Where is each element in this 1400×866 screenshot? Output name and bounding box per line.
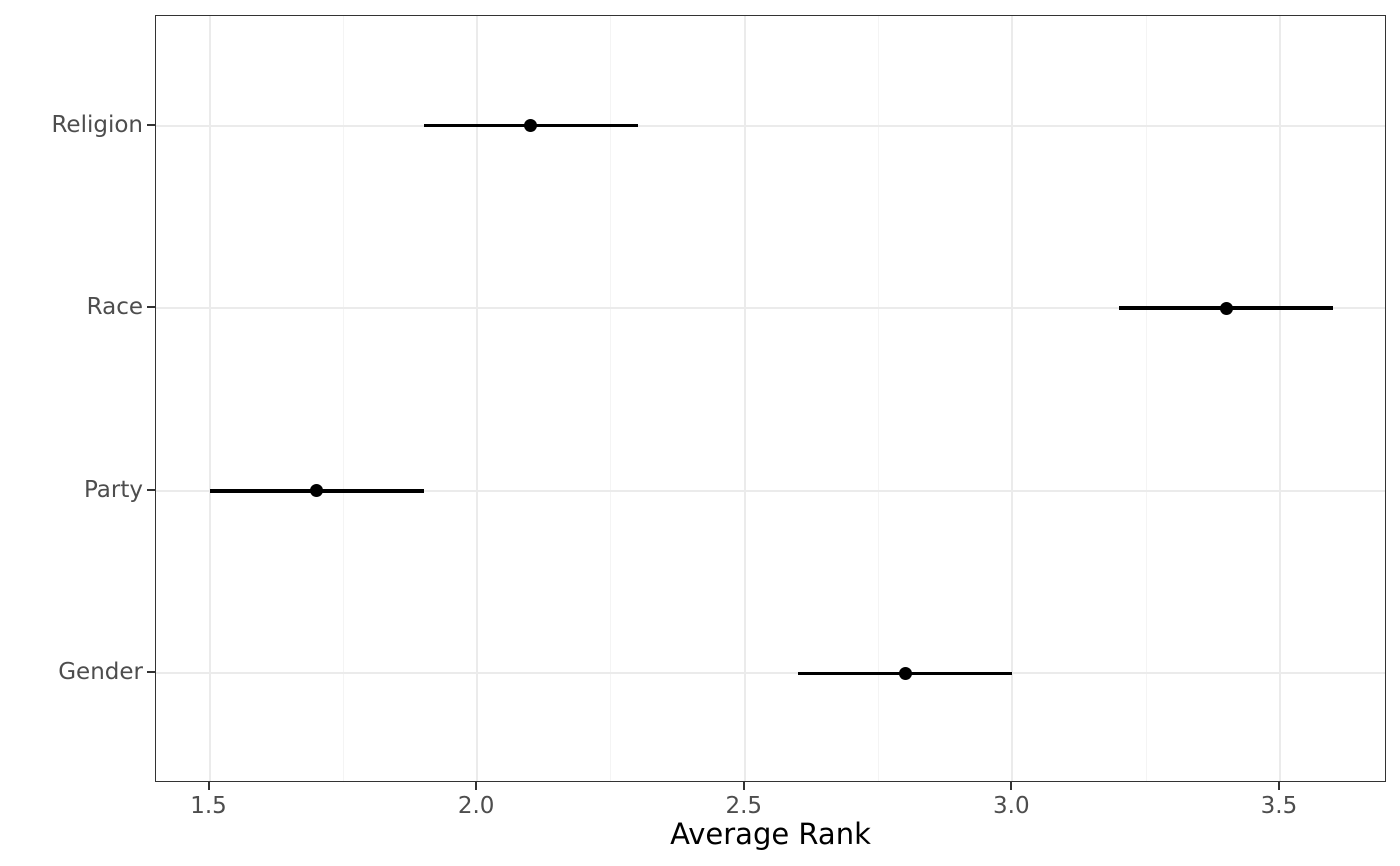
pointrange-dot-religion <box>524 119 538 133</box>
x-axis-title: Average Rank <box>670 817 871 851</box>
x-tick <box>475 782 478 790</box>
x-gridline-major <box>208 16 211 781</box>
y-tick <box>147 123 155 126</box>
x-gridline-minor <box>610 16 612 781</box>
y-tick-label-gender: Gender <box>58 659 143 686</box>
y-gridline-major <box>156 672 1385 675</box>
y-gridline-major <box>156 124 1385 127</box>
x-tick <box>207 782 210 790</box>
pointrange-dot-gender <box>898 666 912 680</box>
y-tick-label-religion: Religion <box>51 111 143 138</box>
x-tick <box>742 782 745 790</box>
x-tick-label: 3.5 <box>1260 793 1298 819</box>
x-tick-label: 2.0 <box>457 793 495 819</box>
x-tick-label: 3.0 <box>993 793 1030 819</box>
x-gridline-major <box>476 16 479 781</box>
x-gridline-minor <box>342 16 344 781</box>
pointrange-dot-race <box>1219 301 1233 315</box>
y-tick-label-race: Race <box>86 294 143 321</box>
x-gridline-minor <box>1145 16 1147 781</box>
x-gridline-major <box>743 16 746 781</box>
x-gridline-major <box>1011 16 1014 781</box>
y-tick <box>147 671 155 674</box>
x-tick-label: 2.5 <box>725 793 763 819</box>
y-tick-label-party: Party <box>83 476 143 503</box>
y-gridline-major <box>156 489 1385 492</box>
x-gridline-minor <box>878 16 880 781</box>
x-tick <box>1277 782 1280 790</box>
x-gridline-major <box>1278 16 1281 781</box>
y-tick <box>147 306 155 309</box>
plot-panel <box>155 15 1386 782</box>
y-gridline-major <box>156 307 1385 310</box>
x-tick <box>1010 782 1013 790</box>
x-tick-label: 1.5 <box>190 793 227 819</box>
y-tick <box>147 488 155 491</box>
pointrange-dot-party <box>310 484 324 498</box>
